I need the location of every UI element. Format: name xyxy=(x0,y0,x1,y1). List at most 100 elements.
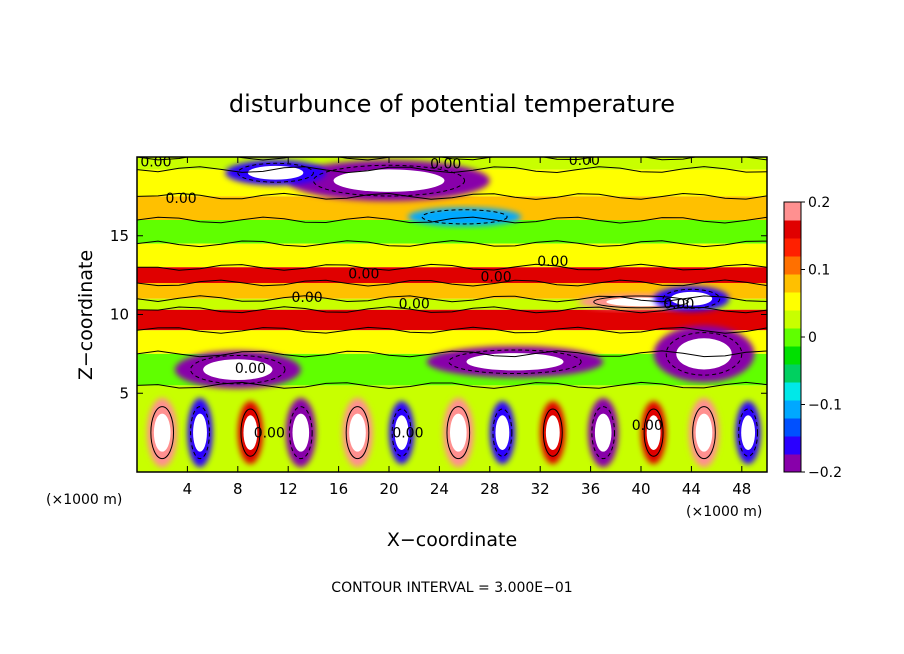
x-tick-label-8: 36 xyxy=(581,480,600,498)
contour-ring-10 xyxy=(240,408,261,457)
colorbar-cells xyxy=(784,202,801,473)
colorbar-label-3: −0.1 xyxy=(808,398,842,414)
x-tick-label-5: 24 xyxy=(430,480,449,498)
z-tick-label-0: 5 xyxy=(119,384,129,402)
contour-line-7 xyxy=(137,295,767,303)
x-tick-label-7: 32 xyxy=(531,480,550,498)
contour-ring-20 xyxy=(738,408,759,457)
colorbar-cell-8 xyxy=(784,310,801,329)
x-tick-label-6: 28 xyxy=(480,480,499,498)
contour-interval-note: CONTOUR INTERVAL = 3.000E−01 xyxy=(331,580,572,596)
colorbar-cell-7 xyxy=(784,328,801,347)
x-tick-label-2: 12 xyxy=(279,480,298,498)
colorbar-cell-3 xyxy=(784,400,801,419)
x-unit-label-right: (×1000 m) xyxy=(686,504,762,520)
x-tick-label-3: 16 xyxy=(329,480,348,498)
contour-ring-4 xyxy=(190,354,286,385)
field-anomaly-core-19 xyxy=(695,413,713,452)
x-tick-label-9: 40 xyxy=(631,480,650,498)
contour-label-1: 0.00 xyxy=(430,156,461,172)
contour-line-8 xyxy=(137,306,767,314)
x-tick-label-4: 20 xyxy=(379,480,398,498)
colorbar-cell-14 xyxy=(784,202,801,221)
colorbar-label-0: 0.2 xyxy=(808,195,830,211)
field-anomaly-core-13 xyxy=(394,415,409,450)
contour-label-6: 0.00 xyxy=(481,270,512,286)
field-anomaly-core-1 xyxy=(247,165,304,180)
contour-labels: 0.00 0.00 0.00 0.00 0.00 0.00 0.00 0.00 0.00 0.00… xyxy=(140,155,694,442)
field-band-8 xyxy=(137,309,767,331)
field-anomaly-core-4 xyxy=(203,359,273,381)
contour-label-9: 0.00 xyxy=(663,296,694,312)
contour-line-9 xyxy=(137,326,767,334)
field-anomaly-core-9 xyxy=(193,413,207,452)
field-band-5 xyxy=(137,267,767,283)
contour-ring-12 xyxy=(345,406,370,460)
contour-ring-18 xyxy=(643,408,664,457)
chart-title: disturbunce of potential temperature xyxy=(229,90,675,118)
contour-line-4 xyxy=(137,240,767,248)
contour-ring-11 xyxy=(288,406,313,460)
contour-label-0: 0.00 xyxy=(140,155,171,171)
field-anomaly-core-5 xyxy=(466,353,564,371)
contour-label-7: 0.00 xyxy=(292,290,323,306)
contour-label-11: 0.00 xyxy=(254,426,285,442)
field-anomaly-core-10 xyxy=(243,415,258,450)
contour-ring-19 xyxy=(692,406,716,460)
contour-label-5: 0.00 xyxy=(348,267,379,283)
colorbar-label-4: −0.2 xyxy=(808,465,842,481)
contour-ring-16 xyxy=(542,408,563,457)
colorbar-cell-13 xyxy=(784,220,801,239)
colorbar-cell-4 xyxy=(784,382,801,401)
colorbar-cell-2 xyxy=(784,418,801,437)
contour-label-13: 0.00 xyxy=(632,418,663,434)
colorbar-label-2: 0 xyxy=(808,330,817,346)
contour-line-10 xyxy=(137,350,767,358)
field-anomaly-core-16 xyxy=(545,415,560,450)
contour-line-11 xyxy=(137,381,767,389)
contour-ring-7 xyxy=(662,288,721,309)
field-anomaly-core-11 xyxy=(292,413,310,452)
colorbar-cell-11 xyxy=(784,256,801,275)
contour-line-3 xyxy=(137,216,767,224)
z-axis-ticks: 5 10 15 xyxy=(110,227,767,402)
field-anomaly-core-17 xyxy=(594,413,612,452)
x-tick-label-0: 4 xyxy=(183,480,193,498)
colorbar-label-1: 0.1 xyxy=(808,263,830,279)
colorbar-labels: 0.2 0.1 0 −0.1 −0.2 xyxy=(801,195,842,481)
field-band-6 xyxy=(137,283,767,299)
contour-ring-14 xyxy=(446,406,471,460)
colorbar-cell-1 xyxy=(784,436,801,455)
contour-label-3: 0.00 xyxy=(166,191,197,207)
contour-ring-6 xyxy=(665,332,743,376)
contour-line-2 xyxy=(137,192,767,200)
colorbar-cell-5 xyxy=(784,364,801,383)
contour-lines xyxy=(137,157,767,460)
plot-area: 0.00 0.00 0.00 0.00 0.00 0.00 0.00 0.00 0.00 0.00… xyxy=(110,155,768,498)
contour-line-6 xyxy=(137,279,767,287)
field-band-3 xyxy=(137,220,767,244)
field-anomaly-core-7 xyxy=(670,291,713,306)
colorbar: 0.2 0.1 0 −0.1 −0.2 xyxy=(783,195,842,481)
contour-ring-2 xyxy=(421,209,508,225)
colorbar-cell-10 xyxy=(784,274,801,293)
field-band-9 xyxy=(137,330,767,354)
field-band-4 xyxy=(137,243,767,268)
field-anomaly-core-14 xyxy=(449,413,467,452)
colorbar-cell-9 xyxy=(784,292,801,311)
field-anomaly-core-15 xyxy=(495,415,510,450)
contour-ring-15 xyxy=(492,408,513,457)
contour-ring-5 xyxy=(448,349,582,375)
x-unit-label-left: (×1000 m) xyxy=(46,492,122,508)
contour-ring-3 xyxy=(593,295,689,309)
field-anomaly-core-0 xyxy=(333,169,445,192)
contour-ring-8 xyxy=(150,406,175,460)
colorbar-cell-6 xyxy=(784,346,801,365)
contour-ring-17 xyxy=(591,406,616,460)
x-axis-ticks: 4 8 12 16 20 24 28 32 36 40 44 48 xyxy=(183,157,751,498)
x-axis-label: X−coordinate xyxy=(387,529,517,551)
z-axis-label: Z−coordinate xyxy=(75,250,97,380)
field-anomaly-core-6 xyxy=(676,338,732,370)
colorbar-cell-0 xyxy=(784,454,801,473)
